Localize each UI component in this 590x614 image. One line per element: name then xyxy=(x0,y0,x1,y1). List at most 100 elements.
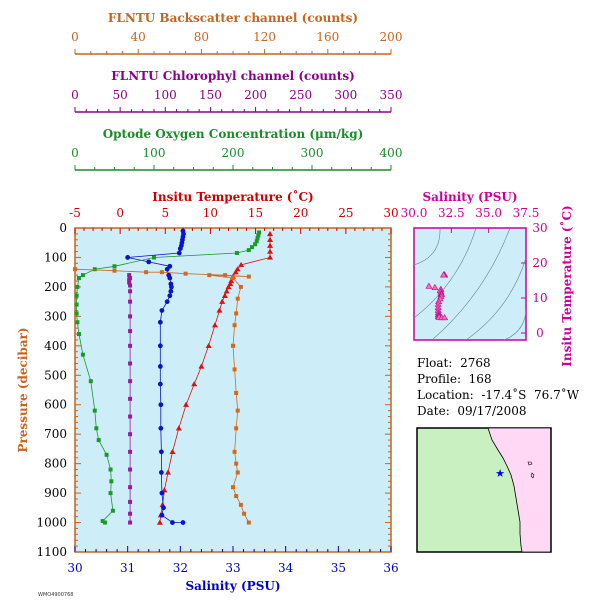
backscatter-point xyxy=(234,494,239,499)
ts-xtick-label: 32.5 xyxy=(438,206,465,220)
oxygen-point xyxy=(108,467,113,472)
oxygen-point xyxy=(103,520,108,525)
temperature-point xyxy=(238,261,245,268)
chlorophyll-tick-label: 0 xyxy=(71,88,79,102)
backscatter-point xyxy=(144,270,149,275)
chlorophyll-point xyxy=(128,414,133,419)
oxygen-point xyxy=(92,408,97,413)
oxygen-point xyxy=(249,245,254,250)
backscatter-point xyxy=(238,284,243,289)
ts-xtick-label: 37.5 xyxy=(513,206,540,220)
temperature-point xyxy=(205,342,212,349)
backscatter-axis-title: FLNTU Backscatter channel (counts) xyxy=(108,11,358,25)
salinity-point xyxy=(125,255,131,260)
oxygen-tick-label: 100 xyxy=(143,146,166,160)
date-info-row: Date: 09/17/2008 xyxy=(417,404,527,418)
salinity-point xyxy=(164,299,170,305)
density-contour xyxy=(414,228,477,319)
backscatter-point xyxy=(232,323,237,328)
backscatter-tick-label: 80 xyxy=(194,30,209,44)
backscatter-tick-label: 0 xyxy=(71,30,79,44)
float-location-marker: ★ xyxy=(495,467,505,480)
temperature-point xyxy=(267,248,274,254)
ts-ytick-label: 0 xyxy=(536,326,544,340)
salinity-tick-label: 32 xyxy=(173,561,188,575)
oxygen-tick-label: 0 xyxy=(71,146,79,160)
chlorophyll-point xyxy=(128,343,133,348)
ts-ytick-label: 20 xyxy=(532,256,547,270)
salinity-point xyxy=(177,246,183,252)
location-map: ★ xyxy=(416,427,552,553)
salinity-point xyxy=(157,364,163,369)
map-land xyxy=(487,428,550,552)
pressure-tick-label: 300 xyxy=(44,309,67,323)
chlorophyll-tick-label: 50 xyxy=(113,88,128,102)
oxygen-point xyxy=(108,491,113,496)
temperature-point xyxy=(228,278,235,284)
salinity-series xyxy=(125,228,186,525)
oxygen-point xyxy=(74,311,79,316)
ts-ytick-label: 30 xyxy=(532,221,547,235)
backscatter-point xyxy=(234,426,239,431)
temperature-tick-label: 20 xyxy=(293,206,308,220)
oxygen-point xyxy=(112,264,117,269)
temperature-point xyxy=(175,425,182,431)
temperature-tick-label: 5 xyxy=(161,206,169,220)
pressure-tick-label: 700 xyxy=(44,427,67,441)
map-lake xyxy=(527,461,533,466)
temperature-tick-label: 25 xyxy=(338,206,353,220)
backscatter-series xyxy=(73,267,251,525)
oxygen-point xyxy=(75,284,80,289)
backscatter-point xyxy=(246,520,251,525)
salinity-point xyxy=(170,520,175,525)
oxygen-point xyxy=(104,452,109,457)
ts-plot-area xyxy=(413,227,527,341)
top-axes: FLNTU Backscatter channel (counts) 0 40 80 1… xyxy=(71,11,402,171)
salinity-point xyxy=(157,343,163,349)
backscatter-point xyxy=(223,273,228,278)
oxygen-axis-title: Optode Oxygen Concentration (μm/kg) xyxy=(103,127,364,141)
ts-xtick-label: 35.0 xyxy=(475,206,502,220)
ts-diagram-inset: Salinity (PSU) 30.0 32.5 35.0 37.5 0 10 20 30 Ins… xyxy=(401,190,574,367)
temperature-point xyxy=(219,298,226,304)
salinity-point xyxy=(158,402,164,408)
oxygen-point xyxy=(254,239,259,244)
chlorophyll-axis-title: FLNTU Chlorophyl channel (counts) xyxy=(111,69,355,83)
pressure-tick-label: 400 xyxy=(44,339,67,353)
temperature-point xyxy=(211,322,218,328)
pressure-tick-label: 200 xyxy=(44,280,67,294)
chlorophyll-point xyxy=(128,467,133,472)
location-value: -17.4˚S 76.7˚W xyxy=(481,388,580,402)
ts-point xyxy=(431,283,439,290)
chlorophyll-point xyxy=(128,485,133,490)
salinity-point xyxy=(180,520,186,525)
backscatter-point xyxy=(232,367,237,372)
salinity-point xyxy=(146,259,152,265)
oxygen-point xyxy=(152,255,156,260)
temperature-point xyxy=(267,236,274,242)
backscatter-point xyxy=(234,461,239,466)
backscatter-point xyxy=(235,470,240,475)
float-value: 2768 xyxy=(460,356,491,370)
backscatter-point xyxy=(112,268,117,273)
chlorophyll-point xyxy=(128,329,133,334)
backscatter-point xyxy=(231,343,235,348)
salinity-point xyxy=(161,505,166,511)
salinity-point xyxy=(168,284,174,290)
temperature-tick-label: 15 xyxy=(248,206,263,220)
pressure-tick-label: 0 xyxy=(59,221,67,235)
chlorophyll-point xyxy=(127,280,132,285)
temperature-axis-title: Insitu Temperature (˚C) xyxy=(152,189,313,204)
salinity-tick-label: 34 xyxy=(278,561,294,575)
ts-yaxis-title: Insitu Temperature (˚C) xyxy=(559,205,574,366)
pressure-tick-label: 900 xyxy=(44,486,67,500)
chlorophyll-point xyxy=(128,396,133,401)
backscatter-point xyxy=(234,311,239,316)
chlorophyll-axis: FLNTU Chlorophyl channel (counts) 0 50 100 1… xyxy=(71,69,402,113)
oxygen-point xyxy=(110,508,115,513)
temperature-point xyxy=(191,381,198,387)
ts-ytick-label: 10 xyxy=(532,291,547,305)
chlorophyll-point xyxy=(127,273,132,278)
chlorophyll-point xyxy=(128,314,133,319)
location-label: Location: xyxy=(417,388,474,402)
